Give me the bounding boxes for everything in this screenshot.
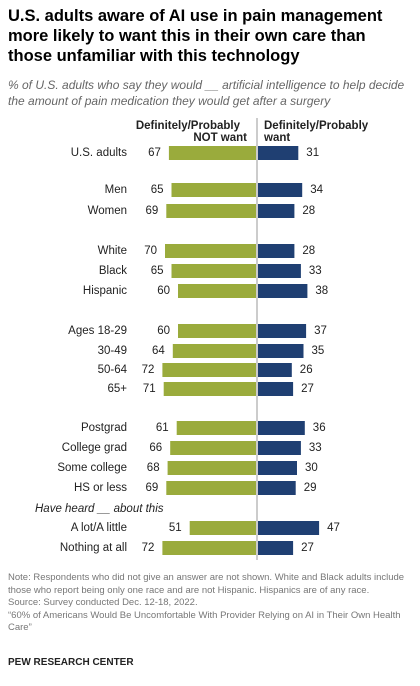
value-label: 36 — [313, 422, 326, 434]
value-label: 31 — [306, 147, 319, 159]
bar — [172, 344, 256, 358]
source: Source: Survey conducted Dec. 12-18, 202… — [8, 597, 198, 608]
category-label: Ages 18-29 — [68, 325, 127, 337]
bar — [163, 382, 256, 396]
value-label: 35 — [312, 345, 325, 357]
legend-label: Definitely/Probably NOT want — [136, 120, 247, 144]
bar — [178, 284, 256, 298]
category-label: Nothing at all — [60, 542, 127, 554]
value-label: 38 — [315, 285, 328, 297]
group-label: Have heard __ about this — [35, 503, 164, 515]
bar — [171, 183, 256, 197]
category-label: 50-64 — [98, 364, 128, 376]
value-label: 28 — [302, 245, 315, 257]
category-label: Some college — [57, 462, 127, 474]
value-label: 64 — [152, 345, 165, 357]
bar — [162, 363, 256, 377]
value-label: 34 — [310, 184, 323, 196]
value-label: 69 — [146, 482, 159, 494]
value-label: 33 — [309, 265, 322, 277]
value-label: 71 — [143, 383, 156, 395]
bar — [258, 541, 294, 555]
chart-title: U.S. adults aware of AI use in pain mana… — [8, 7, 383, 65]
value-label: 61 — [156, 422, 169, 434]
bar — [258, 264, 301, 278]
category-label: U.S. adults — [71, 147, 127, 159]
value-label: 67 — [148, 147, 161, 159]
category-label: Hispanic — [83, 285, 127, 297]
category-label: A lot/A little — [71, 522, 127, 534]
bar — [162, 541, 256, 555]
value-label: 47 — [327, 522, 340, 534]
bar — [166, 204, 256, 218]
value-label: 27 — [301, 542, 314, 554]
value-label: 65 — [151, 265, 164, 277]
category-label: Black — [99, 265, 127, 277]
bar — [258, 284, 308, 298]
category-label: 30-49 — [98, 345, 127, 357]
value-label: 72 — [142, 364, 155, 376]
bar — [258, 382, 294, 396]
value-label: 37 — [314, 325, 327, 337]
bar — [258, 421, 305, 435]
chart-subtitle: % of U.S. adults who say they would __ a… — [8, 78, 405, 108]
bar — [178, 324, 256, 338]
category-label: College grad — [62, 442, 127, 454]
category-label: 65+ — [107, 383, 127, 395]
category-label: HS or less — [74, 482, 127, 494]
bar — [258, 521, 320, 535]
value-label: 51 — [169, 522, 182, 534]
value-label: 69 — [146, 205, 159, 217]
value-label: 60 — [157, 325, 170, 337]
bar — [176, 421, 256, 435]
value-label: 30 — [305, 462, 318, 474]
bar — [258, 244, 295, 258]
value-label: 65 — [151, 184, 164, 196]
bar — [170, 441, 256, 455]
report: “60% of Americans Would Be Uncomfortable… — [8, 609, 401, 634]
credit: PEW RESEARCH CENTER — [8, 657, 134, 668]
bar — [258, 324, 307, 338]
value-label: 70 — [144, 245, 157, 257]
bar — [167, 461, 256, 475]
bar — [258, 363, 292, 377]
bar — [258, 146, 299, 160]
value-label: 28 — [302, 205, 315, 217]
bar — [258, 441, 301, 455]
value-label: 68 — [147, 462, 160, 474]
category-label: Women — [88, 205, 127, 217]
value-label: 33 — [309, 442, 322, 454]
category-label: Men — [105, 184, 127, 196]
category-label: White — [98, 245, 127, 257]
bar — [189, 521, 256, 535]
value-label: 27 — [301, 383, 314, 395]
value-label: 66 — [149, 442, 162, 454]
value-label: 26 — [300, 364, 313, 376]
bar — [258, 481, 296, 495]
bar — [165, 244, 256, 258]
bar — [166, 481, 256, 495]
value-label: 72 — [142, 542, 155, 554]
value-label: 60 — [157, 285, 170, 297]
category-label: Postgrad — [81, 422, 127, 434]
bar — [258, 461, 297, 475]
bar — [168, 146, 256, 160]
note: Note: Respondents who did not give an an… — [8, 572, 405, 596]
bar — [258, 183, 303, 197]
legend-label: Definitely/Probably want — [263, 120, 369, 144]
bar — [171, 264, 256, 278]
notes: Note: Respondents who did not give an an… — [8, 572, 413, 635]
value-label: 29 — [304, 482, 317, 494]
bar — [258, 344, 304, 358]
bar — [258, 204, 295, 218]
